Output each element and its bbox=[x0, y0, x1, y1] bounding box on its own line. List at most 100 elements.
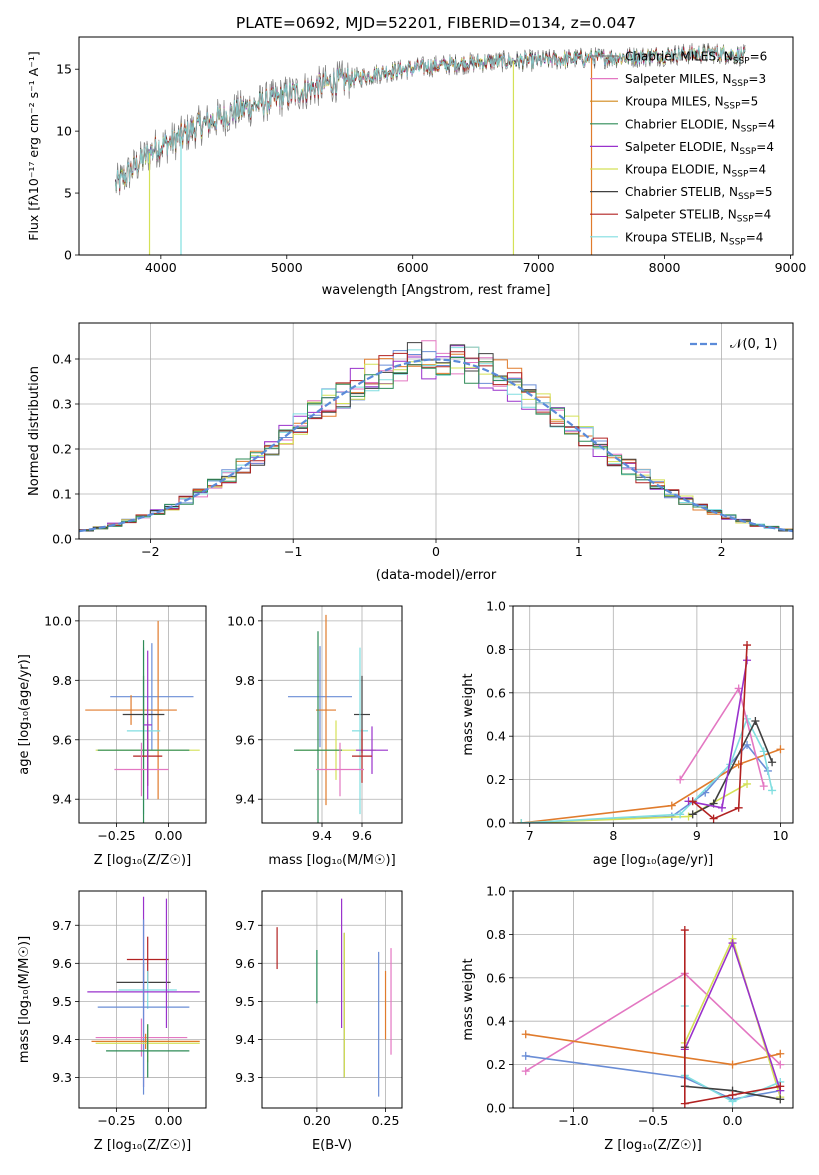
legend-entry: Chabrier MILES, NSSP=6 bbox=[625, 50, 767, 67]
legend-entry: Salpeter STELIB, NSSP=4 bbox=[625, 208, 771, 225]
weight-marker bbox=[680, 926, 689, 935]
spectrum-lines bbox=[115, 42, 746, 255]
y-tick-label: 1.0 bbox=[486, 599, 506, 614]
x-tick-label: 2 bbox=[718, 544, 726, 559]
y-tick-label: 0.8 bbox=[486, 927, 506, 942]
y-tick-label: 9.4 bbox=[235, 1032, 255, 1047]
weight-marker bbox=[776, 1082, 785, 1091]
weight-marker bbox=[751, 717, 760, 726]
error-bars bbox=[288, 614, 388, 823]
y-axis-label: mass weight bbox=[461, 673, 476, 755]
x-tick-label: −1 bbox=[284, 544, 302, 559]
y-tick-label: 0.0 bbox=[52, 532, 72, 547]
legend-entry: Salpeter MILES, NSSP=3 bbox=[625, 72, 766, 89]
x-tick-label: 8 bbox=[609, 828, 617, 843]
y-axis-label: age [log₁₀(age/yr)] bbox=[17, 654, 32, 775]
weight-marker bbox=[776, 1060, 785, 1069]
y-tick-label: 9.5 bbox=[52, 994, 72, 1009]
weight-marker bbox=[717, 803, 726, 812]
legend-entry: Chabrier STELIB, NSSP=5 bbox=[625, 185, 773, 202]
x-tick-label: −0.5 bbox=[638, 1113, 668, 1128]
weight-marker bbox=[776, 745, 785, 754]
histogram-steps bbox=[79, 340, 793, 533]
weight-marker bbox=[743, 740, 752, 749]
error-bars bbox=[276, 898, 392, 1097]
axes-frame bbox=[261, 605, 403, 824]
y-axis-label: Flux [fλ10⁻¹⁷ erg cm⁻² s⁻¹ A⁻¹] bbox=[26, 51, 41, 240]
x-tick-label: 0.00 bbox=[155, 828, 183, 843]
y-tick-label: 0.3 bbox=[52, 397, 72, 412]
age-vs-z-panel: −0.25 0.00 9.4 9.6 9.8 10.0 Z [log₁₀(Z/Z☉)] age… bbox=[17, 605, 207, 868]
x-axis-label: age [log₁₀(age/yr)] bbox=[593, 853, 714, 868]
weight-series-line bbox=[521, 748, 781, 823]
x-axis-label: mass [log₁₀(M/M☉)] bbox=[268, 853, 395, 868]
y-tick-label: 0.4 bbox=[52, 352, 72, 367]
x-tick-label: 0.20 bbox=[303, 1113, 331, 1128]
y-tick-label: 0.8 bbox=[486, 642, 506, 657]
y-tick-label: 9.6 bbox=[52, 732, 72, 747]
weight-marker bbox=[676, 810, 685, 819]
y-tick-label: 15 bbox=[56, 62, 72, 77]
axes-frame bbox=[78, 322, 794, 540]
x-tick-label: 9.6 bbox=[352, 828, 372, 843]
weight-marker bbox=[728, 1060, 737, 1069]
y-tick-label: 9.4 bbox=[52, 792, 72, 807]
mass-weight-vs-age-panel: 7 8 9 10 0.0 0.2 0.4 0.6 0.8 1.0 age [log₁₀(age/yr… bbox=[461, 599, 794, 868]
axes-frame bbox=[78, 36, 794, 256]
x-axis-label: (data-model)/error bbox=[376, 568, 497, 583]
weight-series-line bbox=[683, 930, 781, 1105]
x-axis-label: E(B-V) bbox=[312, 1138, 352, 1153]
histogram-panel: −2 −1 0 1 2 0.0 0.1 0.2 0.3 0.4 (data-model)/error… bbox=[27, 322, 794, 583]
x-tick-label: 0 bbox=[432, 544, 440, 559]
y-tick-label: 1.0 bbox=[486, 884, 506, 899]
y-tick-label: 9.7 bbox=[235, 918, 255, 933]
legend-entry: 𝒩(0, 1) bbox=[730, 337, 777, 352]
weight-series-line bbox=[692, 719, 773, 816]
spectrum-series-line bbox=[115, 46, 746, 191]
y-tick-label: 9.6 bbox=[235, 956, 255, 971]
y-tick-label: 9.6 bbox=[52, 956, 72, 971]
y-tick-label: 0.4 bbox=[486, 1014, 506, 1029]
weight-marker bbox=[759, 747, 768, 756]
weight-marker bbox=[776, 1049, 785, 1058]
x-axis-label: Z [log₁₀(Z/Z☉)] bbox=[94, 1138, 191, 1153]
weight-marker bbox=[734, 684, 743, 693]
x-tick-label: 1 bbox=[575, 544, 583, 559]
x-tick-label: −2 bbox=[141, 544, 159, 559]
legend-entry: Kroupa ELODIE, NSSP=4 bbox=[625, 163, 766, 180]
histogram-series bbox=[79, 357, 793, 531]
error-bars bbox=[85, 620, 200, 823]
y-tick-label: 0.6 bbox=[486, 970, 506, 985]
spectrum-panel: 4000 5000 6000 7000 8000 9000 0 5 10 15 wavelength… bbox=[26, 36, 807, 298]
axes-frame bbox=[78, 890, 207, 1109]
y-tick-label: 0.0 bbox=[486, 1101, 506, 1116]
legend-entry: Chabrier ELODIE, NSSP=4 bbox=[625, 117, 775, 134]
axes-frame bbox=[512, 605, 794, 824]
x-axis-label: wavelength [Angstrom, rest frame] bbox=[322, 283, 551, 298]
legend-entry: Kroupa STELIB, NSSP=4 bbox=[625, 230, 763, 247]
y-axis-label: mass [log₁₀(M/M☉)] bbox=[17, 936, 32, 1063]
y-tick-label: 0.2 bbox=[52, 442, 72, 457]
weight-marker bbox=[759, 782, 768, 791]
y-tick-label: 9.6 bbox=[235, 732, 255, 747]
y-tick-label: 10.0 bbox=[227, 613, 255, 628]
mass-vs-z-panel: −0.25 0.00 9.3 9.4 9.5 9.6 9.7 Z [log₁₀(Z/Z☉)] m… bbox=[17, 890, 207, 1153]
weight-marker bbox=[709, 814, 718, 823]
y-tick-label: 9.4 bbox=[235, 792, 255, 807]
weight-marker bbox=[521, 1030, 530, 1039]
weight-marker bbox=[517, 819, 526, 823]
weight-marker bbox=[667, 801, 676, 810]
x-tick-label: 7000 bbox=[523, 260, 555, 275]
x-tick-label: 7 bbox=[526, 828, 534, 843]
weight-marker bbox=[684, 812, 693, 821]
mass-vs-ebv-panel: 0.20 0.25 9.3 9.4 9.5 9.6 9.7 E(B-V) bbox=[235, 890, 403, 1153]
histogram-series bbox=[79, 361, 793, 532]
axes-frame bbox=[512, 890, 794, 1109]
x-tick-label: −0.25 bbox=[97, 1113, 135, 1128]
weight-marker bbox=[734, 803, 743, 812]
y-tick-label: 10.0 bbox=[44, 613, 72, 628]
y-tick-label: 0.1 bbox=[52, 487, 72, 502]
weight-marker bbox=[728, 1090, 737, 1099]
y-tick-label: 0 bbox=[64, 248, 72, 263]
x-tick-label: 9000 bbox=[775, 260, 807, 275]
